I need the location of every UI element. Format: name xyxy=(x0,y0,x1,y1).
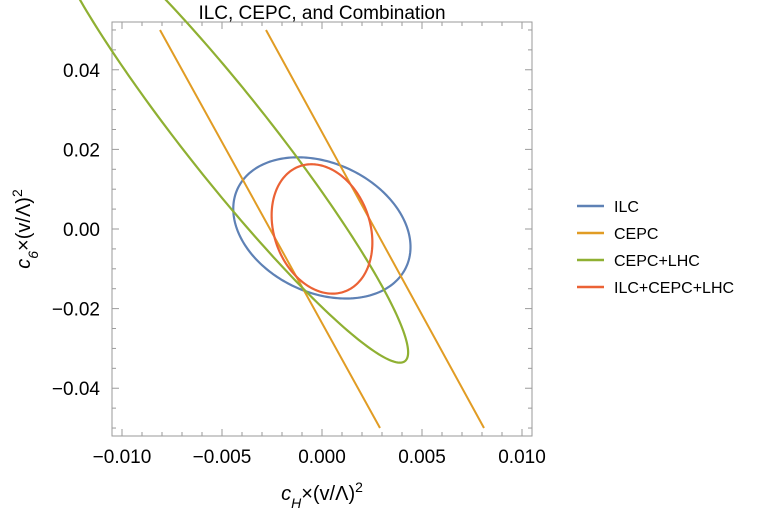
y-axis-label-sup: 2 xyxy=(9,189,25,197)
series-ilc-contour xyxy=(232,156,412,300)
legend-label-ilc-cepc-lhc: ILC+CEPC+LHC xyxy=(614,280,734,297)
x-tick-label: 0.010 xyxy=(498,447,546,468)
x-tick-label: −0.010 xyxy=(93,447,152,468)
legend-label-ilc: ILC xyxy=(614,199,639,216)
y-tick-label: 0.04 xyxy=(63,61,100,82)
series-cepc-line-2 xyxy=(265,29,485,429)
chart-title: ILC, CEPC, and Combination xyxy=(198,3,445,24)
x-axis-label-main: c xyxy=(281,483,291,505)
y-axis-label: c6×(v/Λ)2 xyxy=(9,189,41,269)
y-tick-label: −0.04 xyxy=(52,379,101,400)
series-layer xyxy=(78,0,485,429)
x-tick-label: 0.005 xyxy=(398,447,446,468)
series-cepc-line-1 xyxy=(159,29,381,429)
legend-label-cepc-lhc: CEPC+LHC xyxy=(614,253,700,270)
x-axis-label: cH×(v/Λ)2 xyxy=(281,479,363,510)
series-ilc-cepc-lhc-contour xyxy=(270,163,374,295)
axis-ticks: −0.010 −0.005 0.000 0.005 0.010 −0.04 −0.02 0.0… xyxy=(52,22,546,468)
x-tick-label: −0.005 xyxy=(193,447,252,468)
x-axis-label-rest: ×(v/Λ) xyxy=(301,483,355,505)
series-cepc-lhc-contour xyxy=(78,0,410,364)
legend: ILC CEPC CEPC+LHC ILC+CEPC+LHC xyxy=(577,199,734,297)
y-tick-label: 0.02 xyxy=(63,140,100,161)
x-axis-label-sub: H xyxy=(291,495,302,510)
plot-frame xyxy=(111,21,533,437)
y-tick-label: −0.02 xyxy=(52,300,100,321)
y-axis-label-sub: 6 xyxy=(25,251,41,259)
x-axis-label-sup: 2 xyxy=(355,479,363,495)
y-axis-label-main: c xyxy=(13,259,35,269)
legend-label-cepc: CEPC xyxy=(614,226,658,243)
x-tick-label: 0.000 xyxy=(298,447,346,468)
y-tick-label: 0.00 xyxy=(63,220,100,241)
y-axis-label-rest: ×(v/Λ) xyxy=(13,197,35,251)
